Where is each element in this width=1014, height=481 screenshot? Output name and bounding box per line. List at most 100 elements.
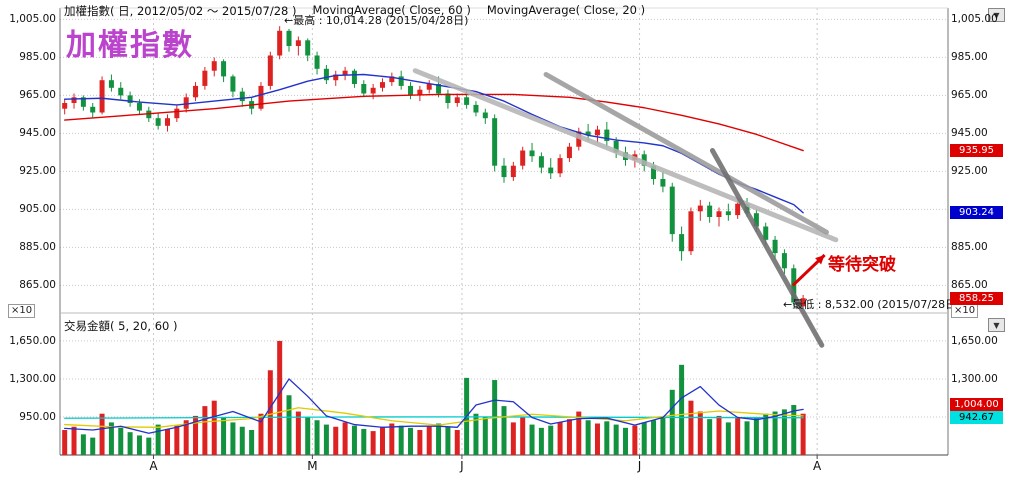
- candle-body: [492, 118, 498, 166]
- candle-body: [118, 87, 124, 96]
- candle-body: [62, 103, 68, 109]
- volume-bar: [613, 424, 619, 455]
- volume-bar: [230, 422, 236, 455]
- candle-body: [342, 70, 348, 75]
- trendline-3: [709, 148, 825, 348]
- volume-bar: [295, 411, 301, 455]
- volume-bar: [576, 411, 582, 455]
- volume-bar: [707, 419, 713, 455]
- trendline-1: [412, 68, 839, 243]
- candle-body: [426, 84, 432, 90]
- candle-body: [80, 97, 86, 107]
- volume-bar: [623, 427, 629, 455]
- volume-axis-label-left: 1,650.00: [9, 334, 56, 347]
- candle-body: [305, 40, 311, 56]
- volume-bar: [127, 432, 133, 455]
- price-axis-label-left: 985.00: [19, 51, 56, 64]
- volume-bar: [99, 413, 105, 455]
- candle-body: [417, 89, 423, 96]
- candle-body: [90, 106, 96, 113]
- volume-bar: [164, 428, 170, 455]
- candle-body: [370, 87, 376, 94]
- volume-bar: [753, 416, 759, 455]
- volume-bar: [454, 430, 460, 455]
- volume-bar: [538, 427, 544, 455]
- price-axis-label-left: 885.00: [19, 241, 56, 254]
- volume-axis-label-right: 1,650.00: [951, 334, 998, 347]
- candle-body: [211, 61, 217, 71]
- candle-body: [781, 253, 787, 269]
- candle-body: [660, 179, 666, 187]
- candle-body: [725, 211, 731, 216]
- candle-body: [239, 91, 245, 102]
- breakout-arrow-head: [815, 255, 825, 265]
- price-axis-label-right: 945.00: [951, 127, 988, 140]
- volume-bar: [118, 427, 124, 455]
- price-pane-scroll-arrow-icon[interactable]: ▼: [988, 8, 1005, 22]
- chart-title: 加權指數( 日, 2012/05/02 ～ 2015/07/28 ): [64, 4, 297, 18]
- volume-bar: [716, 415, 722, 455]
- volume-bar: [548, 425, 554, 455]
- volume-bar: [305, 416, 311, 455]
- volume-pane-scroll-arrow-icon[interactable]: ▼: [988, 318, 1005, 332]
- volume-pane-title: 交易金額( 5, 20, 60 ): [64, 319, 178, 333]
- volume-bar: [445, 426, 451, 455]
- volume-bar: [735, 418, 741, 455]
- volume-bar: [529, 424, 535, 455]
- volume-bar: [314, 420, 320, 455]
- volume-bar: [679, 364, 685, 455]
- candle-body: [258, 85, 264, 109]
- candle-body: [361, 84, 367, 94]
- candle-body: [669, 186, 675, 235]
- candle-body: [613, 141, 619, 153]
- volume-axis-label-left: 1,300.00: [9, 372, 56, 385]
- volume-bar: [669, 389, 675, 455]
- volume-bar: [361, 428, 367, 455]
- volume-bar: [632, 425, 638, 455]
- candle-body: [408, 85, 414, 96]
- candle-body: [183, 97, 189, 109]
- candle-body: [389, 76, 395, 83]
- candle-body: [464, 97, 470, 105]
- candle-body: [482, 112, 488, 119]
- scale-multiplier-left: ×10: [8, 304, 36, 318]
- price-ma60-line: [63, 93, 804, 152]
- volume-bar: [267, 370, 273, 455]
- volume-bar: [379, 426, 385, 455]
- volume-bars: [62, 340, 806, 455]
- price-axis-label-right: 865.00: [951, 279, 988, 292]
- candle-body: [604, 129, 610, 141]
- volume-bar: [389, 423, 395, 455]
- volume-bar: [174, 425, 180, 455]
- candle-body: [548, 167, 554, 174]
- candle-body: [379, 82, 385, 88]
- candle-body: [585, 131, 591, 136]
- volume-bar: [221, 416, 227, 455]
- volume-bar: [510, 422, 516, 455]
- price-axis-label-left: 945.00: [19, 127, 56, 140]
- volume-bar: [501, 406, 507, 455]
- volume-bar: [333, 426, 339, 455]
- candle-body: [351, 70, 357, 84]
- volume-bar: [155, 424, 161, 455]
- candle-body: [202, 70, 208, 86]
- candle-body: [333, 74, 339, 81]
- candle-body: [566, 146, 572, 159]
- volume-axis-label-right: 1,300.00: [951, 372, 998, 385]
- volume-bar: [136, 435, 142, 455]
- candles: [62, 26, 806, 308]
- volume-ma60-line: [64, 416, 804, 419]
- candle-body: [454, 97, 460, 103]
- candle-body: [688, 211, 694, 252]
- volume-bar: [725, 422, 731, 455]
- candle-body: [323, 68, 329, 81]
- annotation-highest-price: ←最高 : 10,014.28 (2015/04/28日): [284, 14, 469, 27]
- candle-body: [445, 93, 451, 103]
- volume-bar: [641, 422, 647, 455]
- volume-bar: [473, 413, 479, 455]
- candle-body: [164, 118, 170, 126]
- x-axis-month-label: A: [813, 459, 822, 473]
- volume-bar: [258, 413, 264, 455]
